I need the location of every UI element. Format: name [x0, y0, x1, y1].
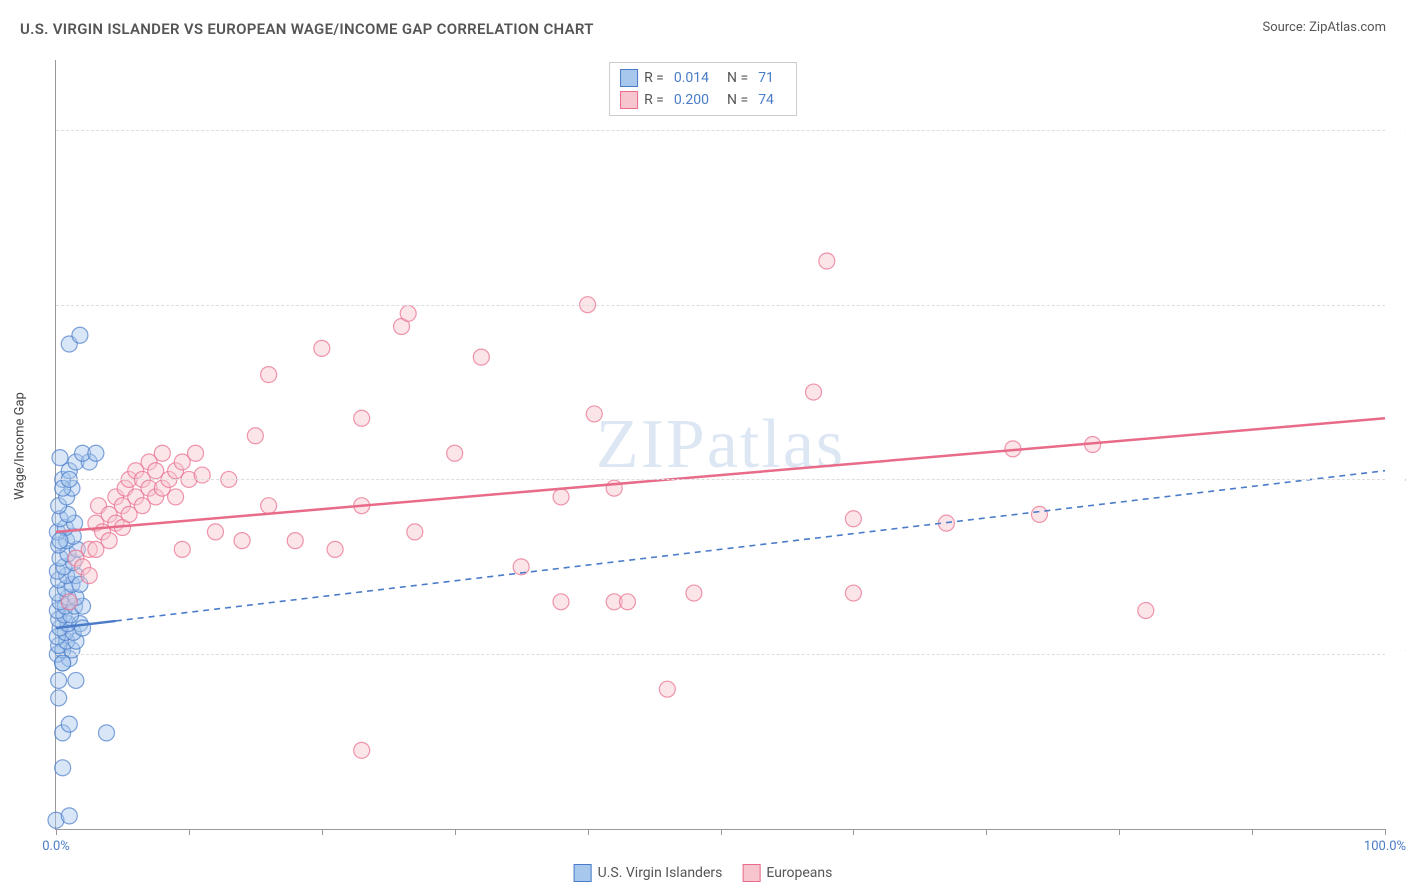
- source-attribution: Source: ZipAtlas.com: [1262, 20, 1386, 35]
- plot-area: ZIPatlas 20.0%40.0%60.0%80.0%0.0%100.0%: [55, 60, 1385, 830]
- legend-label-1: Europeans: [766, 865, 832, 881]
- stats-r-label: R =: [644, 70, 664, 86]
- stats-n-label: N =: [727, 92, 748, 108]
- y-tick-label: 80.0%: [1390, 122, 1406, 137]
- scatter-plot-svg: [56, 60, 1385, 829]
- x-tick-label: 0.0%: [42, 839, 70, 854]
- legend-item-0: U.S. Virgin Islanders: [574, 864, 723, 882]
- y-tick-label: 60.0%: [1390, 297, 1406, 312]
- swatch-series-0: [574, 864, 592, 882]
- x-tick-label: 100.0%: [1364, 839, 1406, 854]
- legend-item-1: Europeans: [742, 864, 832, 882]
- legend-label-0: U.S. Virgin Islanders: [598, 865, 723, 881]
- stats-n-value-0: 71: [758, 70, 774, 86]
- stats-n-value-1: 74: [758, 92, 774, 108]
- y-tick-label: 40.0%: [1390, 472, 1406, 487]
- stats-r-label: R =: [644, 92, 664, 108]
- y-axis-label: Wage/Income Gap: [13, 392, 28, 500]
- stats-row-series-0: R = 0.014 N = 71: [620, 67, 786, 89]
- stats-r-value-0: 0.014: [674, 70, 709, 86]
- bottom-legend: U.S. Virgin Islanders Europeans: [574, 864, 833, 882]
- chart-title: U.S. VIRGIN ISLANDER VS EUROPEAN WAGE/IN…: [20, 20, 594, 38]
- stats-r-value-1: 0.200: [674, 92, 709, 108]
- swatch-series-1: [742, 864, 760, 882]
- stats-row-series-1: R = 0.200 N = 74: [620, 89, 786, 111]
- y-tick-label: 20.0%: [1390, 647, 1406, 662]
- stats-legend-box: R = 0.014 N = 71 R = 0.200 N = 74: [609, 62, 797, 116]
- swatch-series-0: [620, 69, 638, 87]
- swatch-series-1: [620, 91, 638, 109]
- stats-n-label: N =: [727, 70, 748, 86]
- chart-container: U.S. VIRGIN ISLANDER VS EUROPEAN WAGE/IN…: [0, 0, 1406, 892]
